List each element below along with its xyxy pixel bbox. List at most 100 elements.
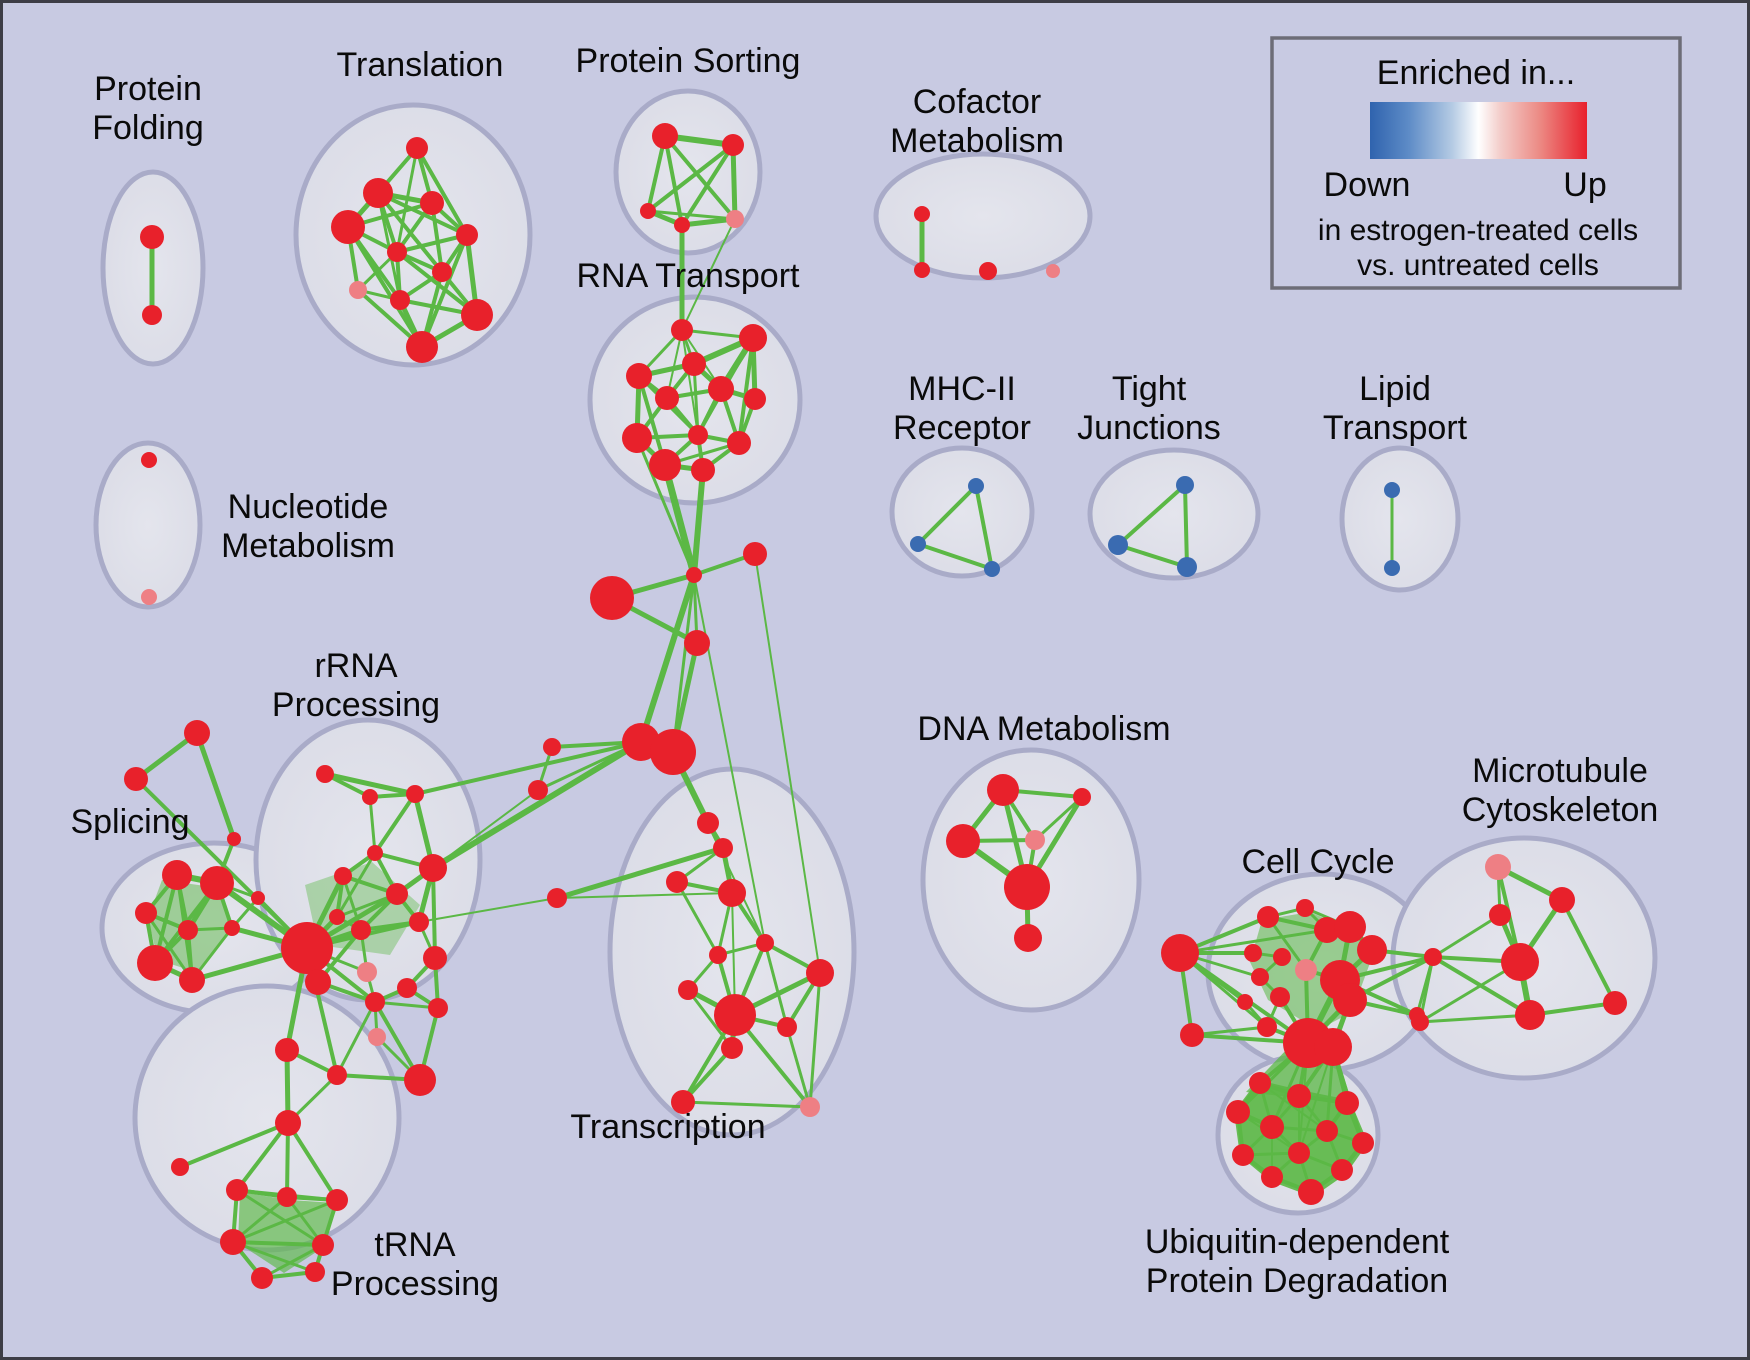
gene-set-node-c8	[1273, 948, 1291, 966]
edge-t1-t5	[415, 146, 469, 237]
cluster-label-protein-folding-line1: Protein	[94, 70, 202, 108]
edge-rr4-rr9	[335, 851, 377, 919]
edge-mt5-mt7	[1418, 1013, 1532, 1024]
gene-set-node-sp8	[224, 920, 240, 936]
legend-box	[1270, 36, 1682, 290]
gene-set-node-c1	[1257, 906, 1279, 928]
gene-set-node-rr8	[409, 912, 429, 932]
gene-set-node-t5	[456, 224, 478, 246]
cluster-label-tight-junctions-line2: Junctions	[1077, 409, 1221, 447]
gene-set-node-rr9	[329, 909, 345, 925]
edge-rb-re	[373, 1000, 440, 1010]
gene-set-node-ub2	[1287, 1084, 1311, 1108]
gene-set-node-u4	[220, 1229, 246, 1255]
edge-rt2-rt10	[737, 336, 755, 445]
gene-set-node-dm6	[1014, 924, 1042, 952]
gene-set-node-rt8	[622, 423, 652, 453]
gene-set-node-sp7	[178, 920, 198, 940]
gene-set-node-ts2	[756, 934, 774, 952]
gene-set-node-rr5	[334, 867, 352, 885]
gene-set-node-t3	[420, 191, 444, 215]
gene-set-node-rr10	[351, 920, 371, 940]
gene-set-node-sp1	[184, 720, 210, 746]
cluster-label-rna-transport: RNA Transport	[577, 257, 801, 295]
edge-tj1-tj3	[1183, 483, 1189, 569]
gene-set-node-tc1	[697, 812, 719, 834]
edge-j1-h1	[638, 572, 697, 745]
cluster-label-ubiquitin-degradation-line1: Ubiquitin-dependent	[1145, 1223, 1450, 1261]
gene-set-node-sp9	[137, 945, 173, 981]
edge-tr0-u3	[286, 1121, 339, 1202]
edge-mt2-mt6	[1560, 898, 1617, 1005]
edge-ps1-ps5	[663, 134, 737, 221]
gene-set-node-t8	[349, 281, 367, 299]
gene-set-node-c10	[1270, 987, 1290, 1007]
gene-set-node-dm4	[1025, 830, 1045, 850]
gene-set-node-rt10	[727, 431, 751, 455]
cluster-label-lipid-transport-line1: Lipid	[1359, 370, 1431, 408]
cluster-label-protein-sorting: Protein Sorting	[576, 42, 801, 80]
gene-set-node-tc3	[666, 871, 688, 893]
edge-sp1-sp3	[194, 730, 237, 842]
edge-ps5-rt1	[681, 218, 736, 331]
cluster-ellipse-lipid-transport	[1339, 445, 1461, 593]
edge-tj1-tj2	[1116, 483, 1187, 547]
gene-set-node-rt4	[626, 363, 652, 389]
edge-h1-rr3	[413, 740, 643, 796]
gene-set-node-dm2	[1073, 788, 1091, 806]
gene-set-node-ts1	[709, 946, 727, 964]
cluster-label-protein-folding-line2: Folding	[92, 109, 204, 147]
legend: Enriched in... Down Up in estrogen-treat…	[1270, 36, 1682, 290]
edge-l3-tc4	[556, 892, 733, 899]
gene-set-node-tj2	[1108, 535, 1128, 555]
gene-set-node-rr7	[386, 883, 408, 905]
gene-set-node-cc0	[1161, 934, 1199, 972]
gene-set-node-cf3	[979, 262, 997, 280]
gene-set-node-c7	[1244, 944, 1262, 962]
gene-set-node-l2	[528, 780, 548, 800]
cluster-label-microtubule-cytoskeleton-line1: Microtubule	[1472, 752, 1648, 790]
cluster-label-transcription: Transcription	[570, 1108, 765, 1146]
cluster-label-nucleotide-metabolism-line1: Nucleotide	[228, 488, 389, 526]
gene-set-node-ts5	[714, 994, 756, 1036]
gene-set-node-cf1	[914, 206, 930, 222]
gene-set-node-m2	[910, 536, 926, 552]
gene-set-node-ub11	[1261, 1166, 1283, 1188]
edge-u4-u7	[231, 1240, 317, 1274]
edge-rr2-rr4	[368, 795, 377, 855]
gene-set-node-ps3	[640, 203, 656, 219]
gene-set-node-t4	[331, 210, 365, 244]
gene-set-node-cf2	[914, 262, 930, 278]
edge-l3-rr8	[418, 897, 558, 923]
gene-set-node-ub4	[1226, 1100, 1250, 1124]
edge-rt8-j1	[635, 436, 696, 577]
edge-tc3-ts1	[675, 880, 720, 957]
gene-set-node-c5	[1357, 935, 1387, 965]
edge-ccl-c12	[1190, 1025, 1269, 1037]
gene-set-node-t7	[432, 262, 452, 282]
gene-set-node-re	[428, 998, 448, 1018]
gene-set-node-rr2	[362, 789, 378, 805]
cluster-label-cell-cycle: Cell Cycle	[1241, 843, 1394, 881]
gene-set-node-rf	[404, 1064, 436, 1096]
edge-tj2-tj3	[1116, 543, 1189, 569]
gene-set-node-m3	[984, 561, 1000, 577]
cluster-label-mhc-ii-receptor-line2: Receptor	[893, 409, 1031, 447]
edge-jr-ts3	[754, 553, 821, 974]
cluster-label-nucleotide-metabolism-line2: Metabolism	[221, 527, 395, 565]
cluster-ellipse-nucleotide-metabolism	[93, 440, 203, 610]
cluster-label-translation: Translation	[337, 46, 504, 84]
gene-set-node-sp5	[200, 866, 234, 900]
gene-set-node-rp2	[357, 962, 377, 982]
gene-set-node-tc2	[713, 838, 733, 858]
cluster-ellipse-mhc-ii-receptor	[889, 445, 1035, 579]
cluster-label-mhc-ii-receptor-line1: MHC-II	[908, 370, 1016, 408]
gene-set-node-u2	[277, 1187, 297, 1207]
gene-set-node-rt1	[671, 319, 693, 341]
gene-set-node-rr6	[419, 854, 447, 882]
gene-set-node-rt5	[655, 386, 679, 410]
gene-set-node-dm5	[1004, 864, 1050, 910]
cluster-label-microtubule-cytoskeleton-line2: Cytoskeleton	[1462, 791, 1659, 829]
